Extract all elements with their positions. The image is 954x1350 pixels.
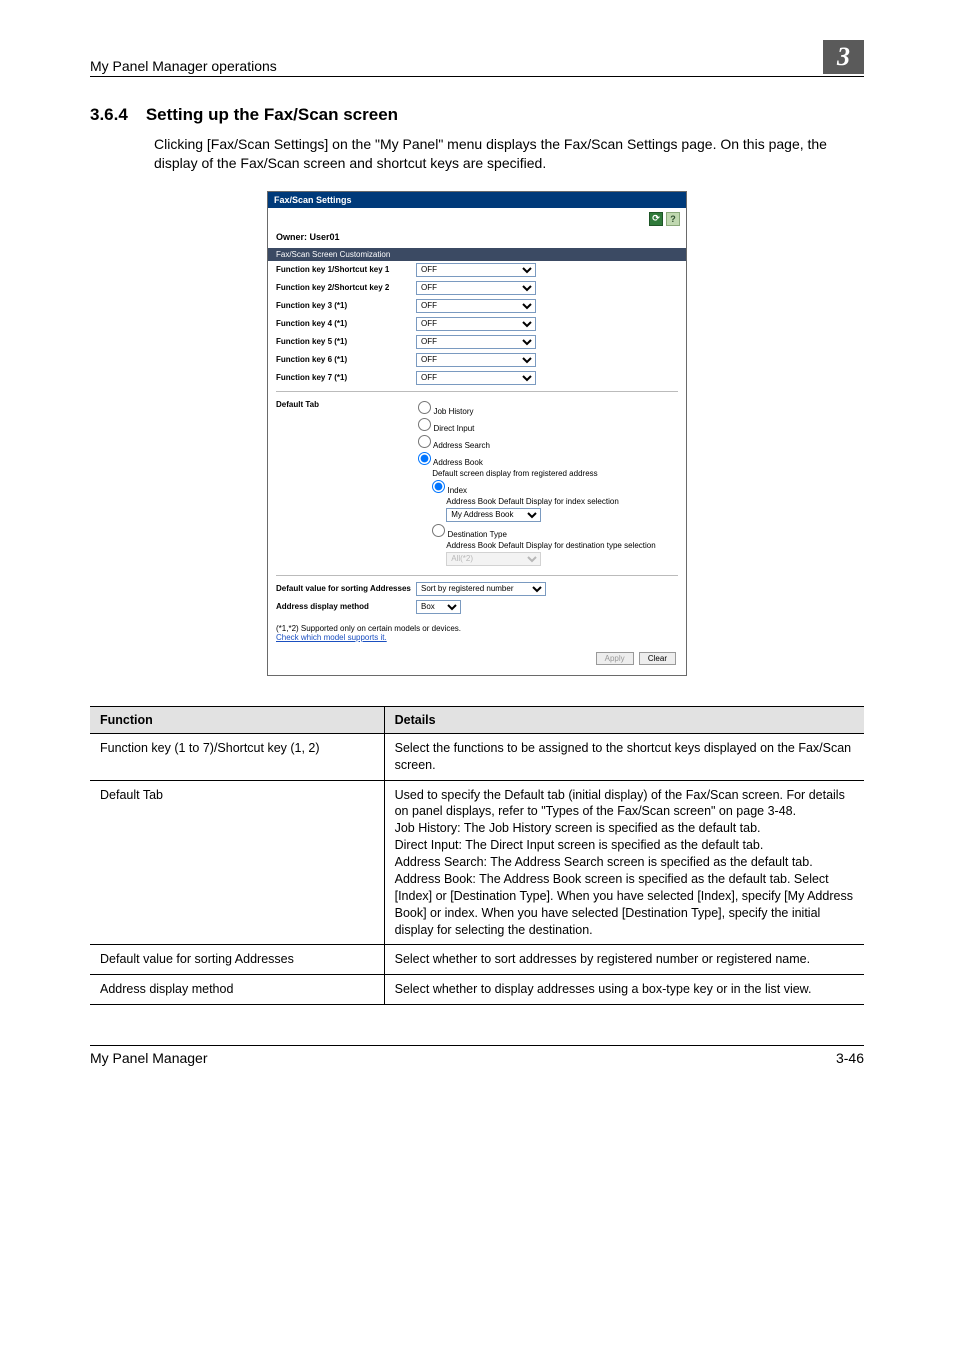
support-note-text: (*1,*2) Supported only on certain models… [276,624,678,633]
clear-button[interactable]: Clear [639,652,676,665]
divider [276,391,678,392]
fkey-row: Function key 6 (*1) OFF [268,351,686,369]
col-function: Function [90,706,384,733]
customization-subheader: Fax/Scan Screen Customization [268,248,686,261]
footer-right: 3-46 [836,1050,864,1066]
display-method-select[interactable]: Box [416,600,461,614]
divider [276,575,678,576]
display-method-label: Address display method [276,602,416,611]
fkey-row: Function key 5 (*1) OFF [268,333,686,351]
page-footer: My Panel Manager 3-46 [90,1045,864,1066]
owner-label: Owner: User01 [268,228,686,248]
fkey-label: Function key 6 (*1) [276,355,416,364]
fkey-select[interactable]: OFF [416,299,536,313]
cell-details: Select the functions to be assigned to t… [384,733,864,780]
dest-type-select: All(*2) [446,552,541,566]
col-details: Details [384,706,864,733]
cell-details: Select whether to sort addresses by regi… [384,945,864,975]
faxscan-settings-screenshot: Fax/Scan Settings ⟳ ? Owner: User01 Fax/… [267,191,687,676]
apply-button[interactable]: Apply [596,652,634,665]
spec-table: Function Details Function key (1 to 7)/S… [90,706,864,1005]
cell-details: Select whether to display addresses usin… [384,975,864,1005]
cell-details: Used to specify the Default tab (initial… [384,780,864,945]
cell-function: Function key (1 to 7)/Shortcut key (1, 2… [90,733,384,780]
fkey-select[interactable]: OFF [416,317,536,331]
cell-function: Address display method [90,975,384,1005]
dest-type-selection-label: Address Book Default Display for destina… [418,540,655,551]
fkey-select[interactable]: OFF [416,263,536,277]
display-method-row: Address display method Box [268,598,686,616]
index-selection-label: Address Book Default Display for index s… [418,496,655,507]
radio-index[interactable]: Index [418,479,655,496]
cell-function: Default Tab [90,780,384,945]
index-select[interactable]: My Address Book [446,508,541,522]
support-note: (*1,*2) Supported only on certain models… [268,616,686,646]
fkey-row: Function key 2/Shortcut key 2 OFF [268,279,686,297]
chapter-number-badge: 3 [823,40,864,74]
fkey-row: Function key 3 (*1) OFF [268,297,686,315]
screenshot-toolbar: ⟳ ? [268,208,686,228]
fkey-label: Function key 3 (*1) [276,301,416,310]
default-tab-label: Default Tab [276,400,416,409]
default-tab-block: Default Tab Job History Direct Input Add… [268,396,686,571]
cell-function: Default value for sorting Addresses [90,945,384,975]
table-row: Function key (1 to 7)/Shortcut key (1, 2… [90,733,864,780]
radio-destination-type[interactable]: Destination Type [418,523,655,540]
fkey-label: Function key 7 (*1) [276,373,416,382]
fkey-row: Function key 1/Shortcut key 1 OFF [268,261,686,279]
refresh-icon[interactable]: ⟳ [649,212,663,226]
radio-job-history[interactable]: Job History [418,400,655,417]
sort-row: Default value for sorting Addresses Sort… [268,580,686,598]
section-title: Setting up the Fax/Scan screen [146,105,398,124]
footer-left: My Panel Manager [90,1050,208,1066]
fkey-label: Function key 5 (*1) [276,337,416,346]
table-row: Default Tab Used to specify the Default … [90,780,864,945]
fkey-label: Function key 4 (*1) [276,319,416,328]
fkey-label: Function key 2/Shortcut key 2 [276,283,416,292]
page-header: My Panel Manager operations 3 [90,40,864,77]
fkey-select[interactable]: OFF [416,335,536,349]
section-heading: 3.6.4 Setting up the Fax/Scan screen [90,105,864,125]
default-display-registered-label: Default screen display from registered a… [418,468,655,479]
header-title: My Panel Manager operations [90,58,277,74]
radio-direct-input[interactable]: Direct Input [418,417,655,434]
fkey-row: Function key 7 (*1) OFF [268,369,686,387]
fkey-select[interactable]: OFF [416,353,536,367]
support-link[interactable]: Check which model supports it. [276,633,387,642]
help-icon[interactable]: ? [666,212,680,226]
section-number: 3.6.4 [90,105,128,124]
fkey-select[interactable]: OFF [416,371,536,385]
radio-address-search[interactable]: Address Search [418,434,655,451]
screenshot-buttons: Apply Clear [268,646,686,675]
fkey-select[interactable]: OFF [416,281,536,295]
sort-label: Default value for sorting Addresses [276,584,416,593]
screenshot-titlebar: Fax/Scan Settings [268,192,686,208]
table-row: Address display method Select whether to… [90,975,864,1005]
radio-address-book[interactable]: Address Book [418,451,655,468]
fkey-label: Function key 1/Shortcut key 1 [276,265,416,274]
intro-paragraph: Clicking [Fax/Scan Settings] on the "My … [154,135,864,173]
fkey-row: Function key 4 (*1) OFF [268,315,686,333]
sort-select[interactable]: Sort by registered number [416,582,546,596]
table-row: Default value for sorting Addresses Sele… [90,945,864,975]
